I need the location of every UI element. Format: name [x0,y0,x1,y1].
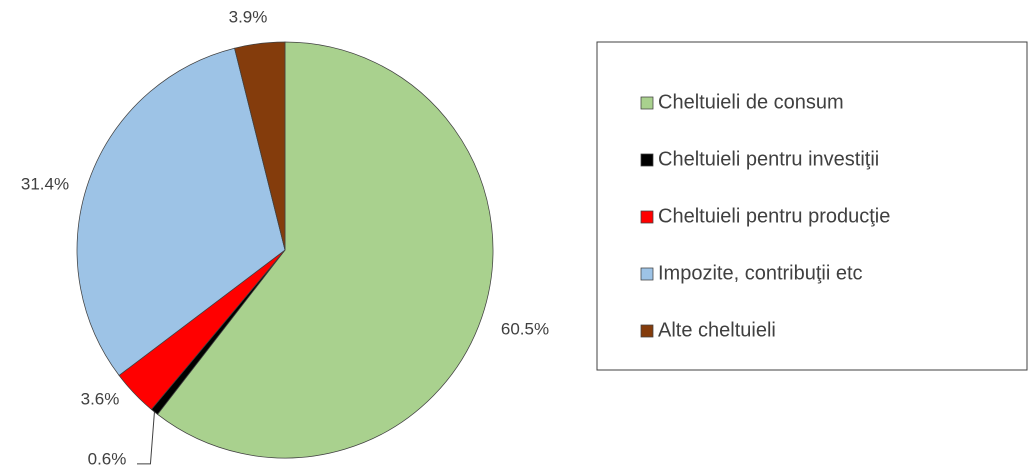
legend-swatch [640,267,654,281]
legend-label: Impozite, contribuţii etc [658,262,863,284]
legend-label: Alte cheltuieli [658,319,776,341]
legend-label: Cheltuieli pentru producţie [658,205,890,227]
leader-line [137,411,155,465]
legend-swatch [640,324,654,338]
pie-slice [76,47,286,376]
legend-label: Cheltuieli de consum [658,91,844,113]
legend-label: Cheltuieli pentru investiţii [658,148,879,170]
data-label: 31.4% [21,174,69,193]
pie-slice [234,41,286,251]
data-label: 60.5% [501,319,549,338]
pie-slice [156,41,494,459]
data-label: 3.6% [81,389,120,408]
legend-swatch [640,210,654,224]
legend-box [596,41,1028,371]
data-label: 3.9% [229,7,268,26]
legend-swatch [640,153,654,167]
legend-swatch [640,96,654,110]
data-label: 0.6% [88,449,127,468]
